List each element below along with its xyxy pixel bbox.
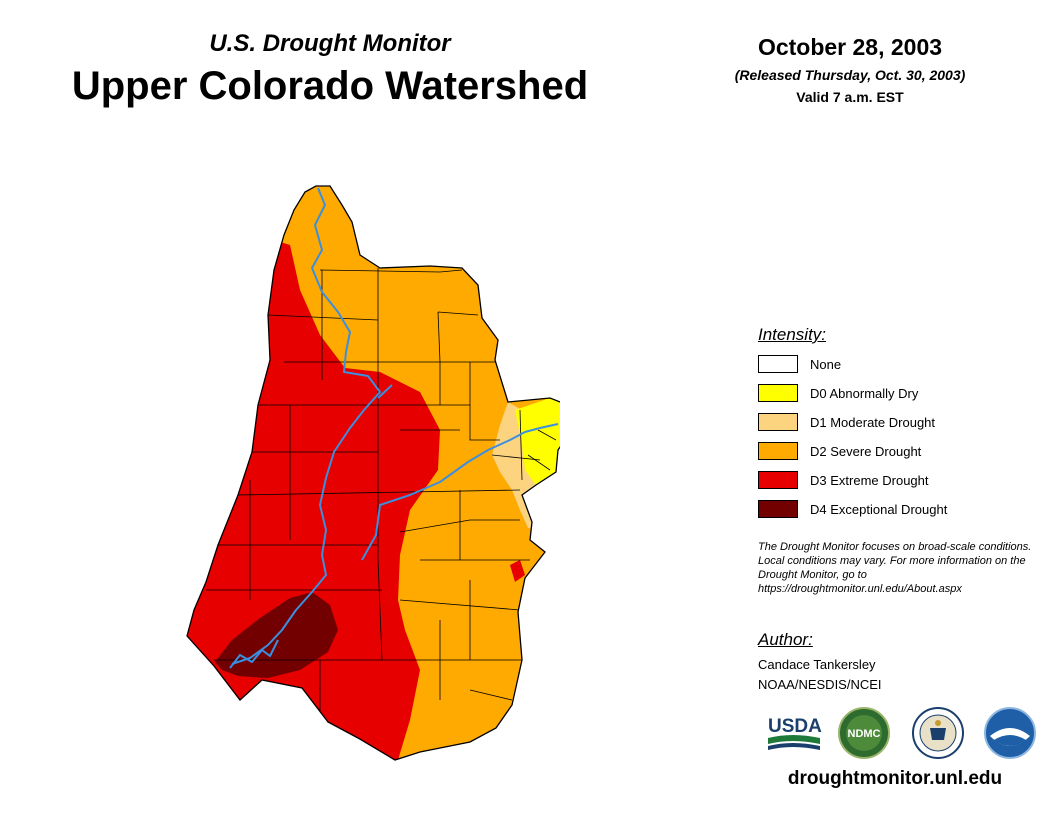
legend-swatch <box>758 442 798 460</box>
author-heading: Author: <box>758 630 813 649</box>
legend-label: D3 Extreme Drought <box>810 473 929 488</box>
legend-swatch <box>758 413 798 431</box>
doc-logo <box>912 707 964 759</box>
legend-label: D4 Exceptional Drought <box>810 502 948 517</box>
disclaimer-text: The Drought Monitor focuses on broad-sca… <box>758 541 1032 595</box>
legend-label: None <box>810 357 842 372</box>
agency-logos: USDA NDMC <box>768 707 1036 759</box>
noaa-logo <box>984 707 1036 759</box>
svg-text:NDMC: NDMC <box>848 728 881 740</box>
rivers <box>229 187 559 669</box>
legend-swatch <box>758 500 798 518</box>
website-url[interactable]: droughtmonitor.unl.edu <box>787 768 1003 789</box>
d3-extreme-drought-southeast-spot <box>510 560 525 582</box>
legend-label: D1 Moderate Drought <box>810 415 936 430</box>
map-subtitle: U.S. Drought Monitor <box>209 30 451 57</box>
valid-time: Valid 7 a.m. EST <box>796 89 904 105</box>
county-boundaries <box>206 268 557 720</box>
ndmc-logo: NDMC <box>838 707 890 759</box>
map-title: Upper Colorado Watershed <box>71 64 589 108</box>
legend-label: D2 Severe Drought <box>810 444 922 459</box>
map-date: October 28, 2003 <box>757 34 943 60</box>
watershed-map <box>186 185 560 761</box>
svg-text:USDA: USDA <box>768 716 822 737</box>
basin-boundary <box>186 185 560 761</box>
legend-label: D0 Abnormally Dry <box>810 386 919 401</box>
author-org: NOAA/NESDIS/NCEI <box>758 677 882 692</box>
legend-swatch <box>758 471 798 489</box>
legend-swatch <box>758 355 798 373</box>
release-date: (Released Thursday, Oct. 30, 2003) <box>734 67 966 83</box>
legend-swatch <box>758 384 798 402</box>
legend-heading: Intensity: <box>758 325 827 344</box>
usda-logo: USDA <box>768 716 822 750</box>
d0-abnormally-dry-region <box>515 398 560 485</box>
author-name: Candace Tankersley <box>758 657 876 672</box>
